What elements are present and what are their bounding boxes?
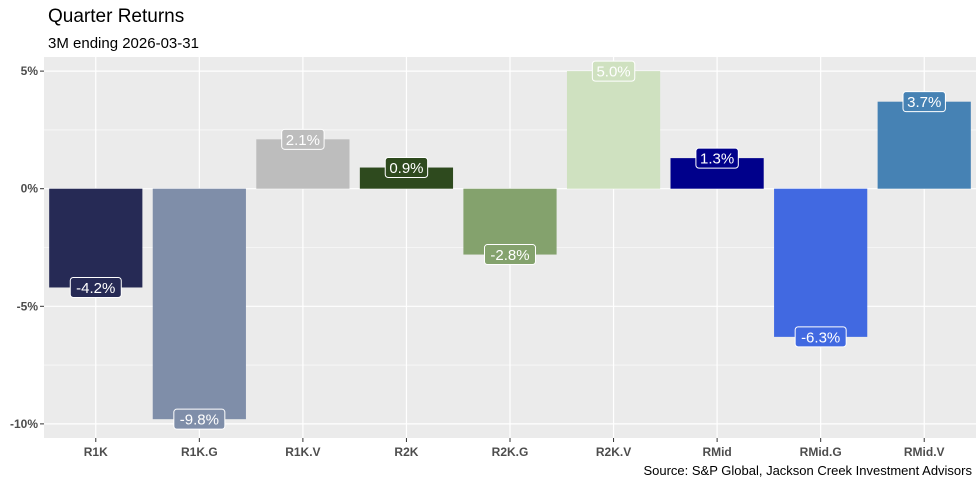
x-tick-label: R1K.G <box>181 445 218 459</box>
data-label-text: -4.2% <box>76 280 115 297</box>
source-caption: Source: S&P Global, Jackson Creek Invest… <box>643 463 972 478</box>
data-label-text: -9.8% <box>180 412 219 429</box>
x-axis: R1K R1K.G R1K.V R2K R2K.G R2K.V RMid RMid.G RMid… <box>84 438 945 459</box>
data-label: -6.3% <box>794 326 847 348</box>
data-label-box <box>484 244 536 266</box>
data-label-box <box>384 157 429 179</box>
bar-rmid-v <box>877 101 971 189</box>
data-label: 1.3% <box>695 147 739 169</box>
y-axis: 5% 0% -5% -10% <box>10 64 44 431</box>
data-label-box <box>281 128 325 150</box>
x-tick-label: R2K.V <box>596 445 631 459</box>
bar-r2k <box>359 167 454 189</box>
data-label: 2.1% <box>281 128 325 150</box>
data-label-text: -2.8% <box>490 247 529 264</box>
x-tick-label: RMid.G <box>800 445 842 459</box>
chart-title: Quarter Returns <box>48 6 185 27</box>
data-label-text: 3.7% <box>907 94 941 111</box>
x-tick-label: R1K <box>84 445 108 459</box>
data-label: -2.8% <box>484 244 536 266</box>
data-label-box <box>591 60 636 82</box>
y-tick-label: 5% <box>21 64 39 78</box>
y-tick-label: 0% <box>21 182 39 196</box>
data-label-text: 2.1% <box>286 132 320 149</box>
data-label: -9.8% <box>173 408 226 430</box>
bar-r2k-g <box>463 188 557 255</box>
data-labels: -4.2% -9.8% 2.1% 0.9% -2.8% 5.0% 1.3% -6.3% 3.7% <box>69 60 946 430</box>
data-label: 0.9% <box>384 157 429 179</box>
x-tick-label: RMid <box>702 445 731 459</box>
data-label-box <box>794 326 847 348</box>
bar-r1k-g <box>152 188 246 420</box>
data-label-box <box>695 147 739 169</box>
y-tick-label: -5% <box>17 299 39 313</box>
x-tick-label: R1K.V <box>285 445 320 459</box>
data-label-box <box>902 91 946 113</box>
bar-r1k <box>49 188 143 288</box>
bar-r2k-v <box>566 71 661 189</box>
data-label: 3.7% <box>902 91 946 113</box>
chart-subtitle: 3M ending 2026-03-31 <box>48 35 199 52</box>
y-tick-label: -10% <box>10 417 38 431</box>
bar-rmid-g <box>774 188 868 337</box>
data-label: -4.2% <box>69 276 122 298</box>
data-label-box <box>69 276 122 298</box>
x-tick-label: R2K.G <box>492 445 529 459</box>
x-tick-label: RMid.V <box>904 445 945 459</box>
data-label-text: 0.9% <box>389 160 423 177</box>
data-label-text: 1.3% <box>700 151 734 168</box>
data-label-box <box>173 408 226 430</box>
data-label-text: -6.3% <box>801 329 840 346</box>
x-tick-label: R2K <box>394 445 418 459</box>
bars <box>49 71 971 420</box>
data-label-text: 5.0% <box>596 64 630 81</box>
data-label: 5.0% <box>591 60 636 82</box>
